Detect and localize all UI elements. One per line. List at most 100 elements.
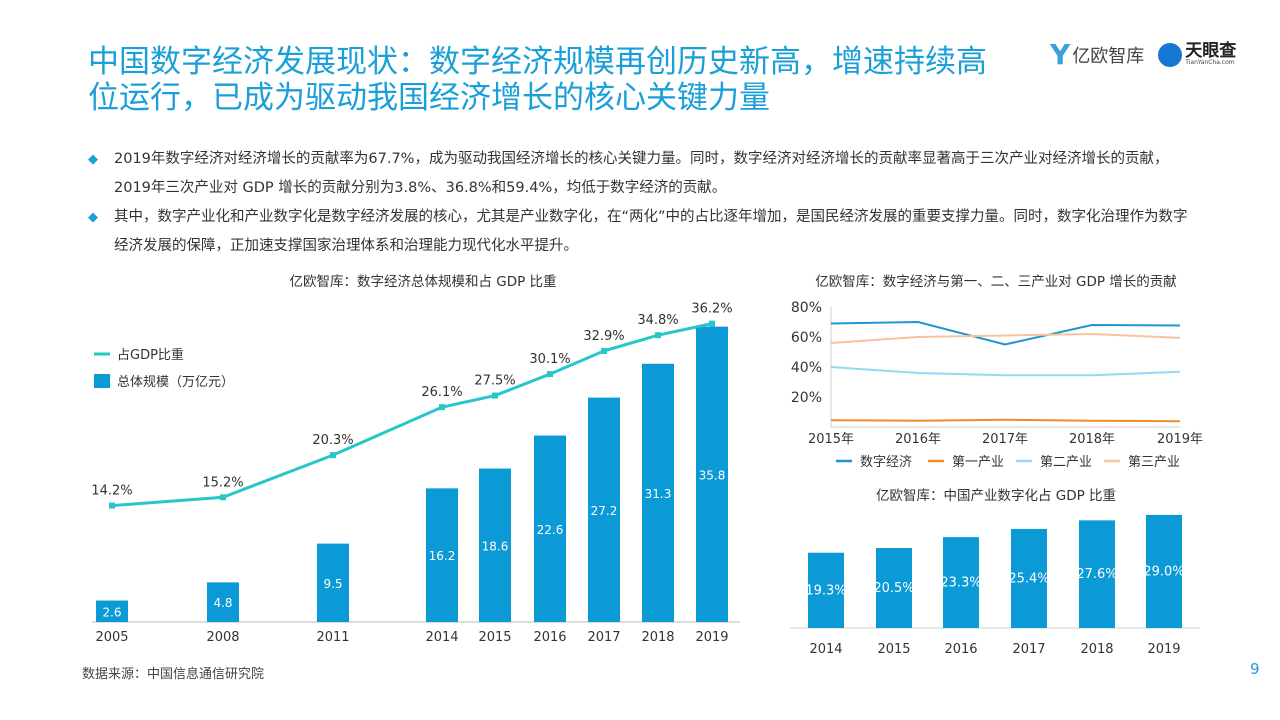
bar-2018 — [642, 363, 674, 622]
line-数字经济 — [830, 320, 1181, 346]
page-title: 中国数字经济发展现状：数字经济规模再创历史新高，增速持续高位运行，已成为驱动我国… — [88, 44, 987, 116]
x-tick-label: 2018 — [641, 630, 674, 645]
legend-label: 总体规模（万亿元） — [117, 375, 234, 390]
x-tick-label: 2017年 — [982, 432, 1028, 447]
x-tick-label: 2019年 — [1157, 432, 1203, 447]
legend-label: 第一产业 — [952, 455, 1004, 470]
gdp-share-point — [109, 502, 115, 509]
tianyancha-logo-sub: TianYanCha.com — [1185, 59, 1235, 66]
gdp-share-point — [330, 452, 336, 459]
source-note: 数据来源：中国信息通信研究院 — [82, 667, 265, 682]
bar-2016 — [943, 537, 979, 628]
x-tick-label: 2014 — [425, 630, 458, 645]
logos: Y 亿欧智库 天眼查 TianYanCha.com — [1050, 38, 1236, 71]
tianyancha-logo-text: 天眼查 — [1185, 41, 1237, 61]
bar-label: 16.2 — [429, 549, 456, 563]
gdp-share-label: 20.3% — [312, 433, 353, 448]
gdp-share-point — [655, 332, 661, 339]
bar-2014 — [426, 488, 458, 622]
x-tick-label: 2018年 — [1069, 432, 1115, 447]
x-tick-label: 2015年 — [808, 432, 854, 447]
bar-2014 — [808, 552, 844, 628]
yiou-logo-text: 亿欧智库 — [1072, 45, 1145, 67]
bar-2015 — [479, 468, 511, 622]
bar-label: 22.6 — [537, 523, 564, 537]
legend-label: 数字经济 — [860, 455, 912, 470]
gdp-share-point — [220, 494, 226, 501]
bar-2008 — [207, 582, 239, 622]
bar-label: 29.0% — [1143, 564, 1184, 579]
yiou-logo: Y 亿欧智库 — [1050, 38, 1144, 71]
gdp-share-label: 36.2% — [691, 302, 732, 317]
gdp-share-label: 32.9% — [583, 329, 624, 344]
bullet-item: ◆ 2019年数字经济对经济增长的贡献率为67.7%，成为驱动我国经济增长的核心关… — [88, 145, 1198, 203]
chart2-title: 亿欧智库：数字经济与第一、二、三产业对 GDP 增长的贡献 — [815, 273, 1177, 290]
bar-label: 2.6 — [102, 605, 121, 619]
bullet-text: 其中，数字产业化和产业数字化是数字经济发展的核心，尤其是产业数字化，在“两化”中… — [114, 209, 1188, 254]
bar-label: 4.8 — [213, 596, 232, 610]
gdp-share-label: 27.5% — [474, 374, 515, 389]
bar-2019 — [1146, 514, 1182, 628]
bar-label: 19.3% — [805, 583, 846, 598]
gdp-share-point — [492, 392, 498, 399]
legend-label: 第二产业 — [1040, 455, 1092, 470]
x-tick-label: 2011 — [316, 630, 349, 645]
bar-2018 — [1079, 520, 1115, 628]
gdp-share-label: 14.2% — [91, 484, 132, 499]
bar-label: 35.8 — [699, 468, 726, 482]
yiou-logo-icon: Y — [1050, 38, 1071, 71]
chart1-title: 亿欧智库：数字经济总体规模和占 GDP 比重 — [289, 274, 556, 290]
x-tick-label: 2019 — [1147, 642, 1180, 657]
diamond-icon: ◆ — [88, 210, 98, 225]
gdp-share-point — [547, 371, 553, 378]
x-tick-label: 2017 — [1012, 642, 1045, 657]
diamond-icon: ◆ — [88, 152, 98, 167]
y-tick-label: 40% — [791, 360, 822, 376]
x-tick-label: 2014 — [809, 642, 842, 657]
gdp-share-label: 26.1% — [421, 385, 462, 400]
bar-2017 — [1011, 528, 1047, 628]
bar-2011 — [317, 543, 349, 622]
legend-label: 占GDP比重 — [117, 347, 184, 363]
line-第一产业 — [830, 418, 1181, 423]
bar-label: 25.4% — [1008, 571, 1049, 586]
y-tick-label: 80% — [791, 300, 822, 316]
bar-label: 9.5 — [323, 577, 342, 591]
gdp-share-point — [439, 404, 445, 411]
x-tick-label: 2016 — [944, 642, 977, 657]
legend-bar-swatch — [94, 374, 110, 388]
x-tick-label: 2019 — [695, 630, 728, 645]
x-tick-label: 2016 — [533, 630, 566, 645]
gdp-share-point — [709, 320, 715, 327]
bar-label: 18.6 — [482, 539, 509, 553]
legend-label: 第三产业 — [1128, 455, 1180, 470]
x-tick-label: 2016年 — [895, 432, 941, 447]
bar-label: 23.3% — [940, 576, 981, 591]
bar-label: 27.2 — [591, 504, 618, 518]
x-tick-label: 2005 — [95, 630, 128, 645]
gdp-share-label: 34.8% — [637, 313, 678, 328]
y-tick-label: 20% — [791, 390, 822, 406]
y-tick-label: 60% — [791, 330, 822, 346]
x-tick-label: 2017 — [587, 630, 620, 645]
x-tick-label: 2015 — [877, 642, 910, 657]
line-第三产业 — [830, 332, 1181, 344]
tianyancha-logo-icon — [1158, 42, 1183, 67]
bar-2016 — [534, 435, 566, 622]
x-tick-label: 2015 — [478, 630, 511, 645]
tianyancha-logo: 天眼查 TianYanCha.com — [1158, 41, 1237, 67]
bar-label: 20.5% — [873, 581, 914, 596]
x-tick-label: 2018 — [1080, 642, 1113, 657]
page-number: 9 — [1250, 660, 1260, 678]
bar-2015 — [876, 548, 912, 628]
bar-2019 — [696, 326, 728, 622]
line-第二产业 — [830, 366, 1181, 377]
x-tick-label: 2008 — [206, 630, 239, 645]
gdp-share-label: 30.1% — [529, 352, 570, 367]
bar-label: 27.6% — [1076, 567, 1117, 582]
chart3-title: 亿欧智库：中国产业数字化占 GDP 比重 — [876, 488, 1116, 504]
bar-label: 31.3 — [645, 487, 672, 501]
bullet-list: ◆ 2019年数字经济对经济增长的贡献率为67.7%，成为驱动我国经济增长的核心关… — [88, 145, 1198, 261]
bullet-item: ◆ 其中，数字产业化和产业数字化是数字经济发展的核心，尤其是产业数字化，在“两化”… — [88, 203, 1198, 261]
